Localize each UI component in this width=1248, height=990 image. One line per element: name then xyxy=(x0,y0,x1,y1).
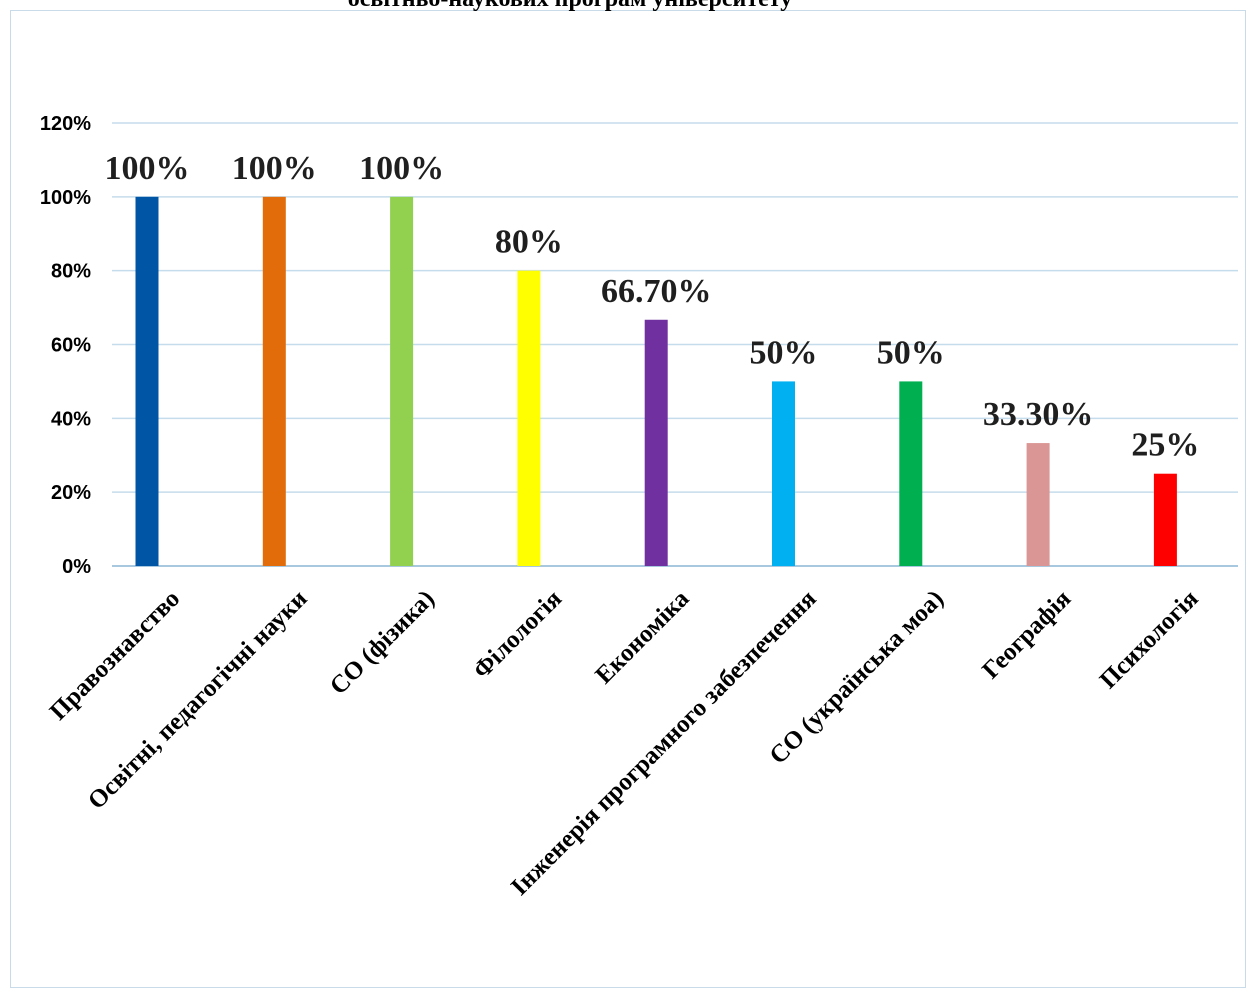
data-label: 25% xyxy=(1131,427,1199,464)
x-tick-label: СО (фізика) xyxy=(325,585,440,700)
chart-title: освітньо-наукових програм університету xyxy=(0,0,1140,13)
data-label: 80% xyxy=(495,224,563,261)
bar xyxy=(644,319,668,566)
data-label: 100% xyxy=(105,150,190,187)
bar xyxy=(1153,473,1177,566)
y-tick-label: 60% xyxy=(51,335,91,357)
x-tick-label: Філологія xyxy=(468,585,567,684)
bar xyxy=(899,381,923,566)
x-tick-label: Географія xyxy=(977,585,1076,684)
x-tick-label: Освітні, педагогічні науки xyxy=(83,585,313,815)
bar xyxy=(772,381,795,566)
y-tick-label: 20% xyxy=(51,482,91,504)
bar xyxy=(390,196,414,567)
chart-frame xyxy=(10,10,1246,988)
data-label: 66.70% xyxy=(601,273,712,310)
bar xyxy=(135,196,159,567)
data-label: 100% xyxy=(359,150,444,187)
x-tick-label: Економіка xyxy=(590,585,694,689)
y-tick-label: 0% xyxy=(62,556,91,578)
data-label: 50% xyxy=(877,334,945,371)
bar xyxy=(262,196,286,567)
y-tick-label: 100% xyxy=(40,187,91,209)
y-tick-label: 80% xyxy=(51,261,91,283)
x-tick-label: Правознавство xyxy=(45,585,185,725)
data-label: 100% xyxy=(232,150,317,187)
y-tick-label: 40% xyxy=(51,408,91,430)
y-tick-label: 120% xyxy=(40,113,91,135)
data-label: 50% xyxy=(750,334,818,371)
data-label: 33.30% xyxy=(983,396,1094,433)
bar xyxy=(517,270,541,566)
bar xyxy=(1026,443,1050,566)
x-tick-label: Психологія xyxy=(1095,585,1204,694)
